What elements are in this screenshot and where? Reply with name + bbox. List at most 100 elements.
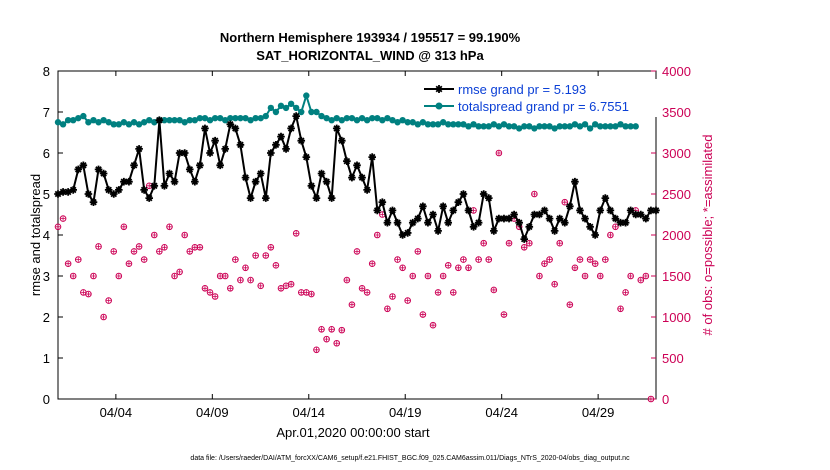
obs-point	[343, 276, 351, 284]
y-tick-label-right: 1000	[662, 310, 691, 325]
rmse-point	[358, 173, 366, 182]
rmse-point	[495, 214, 503, 223]
rmse-point	[125, 177, 133, 186]
y-tick-label-right: 3500	[662, 105, 691, 120]
rmse-point	[261, 194, 270, 202]
rmse-point	[626, 206, 635, 215]
rmse-point	[616, 218, 625, 227]
totalspread-point	[146, 117, 153, 124]
obs-point	[201, 285, 209, 292]
totalspread-point	[140, 119, 148, 126]
obs-point	[242, 264, 249, 272]
rmse-point	[185, 165, 194, 174]
y-tick-label-right: 2500	[662, 187, 691, 202]
obs-point	[551, 280, 558, 288]
totalspread-point	[348, 114, 356, 122]
totalspread-point	[551, 125, 558, 132]
obs-point	[150, 231, 158, 239]
y-tick-label-left: 4	[43, 228, 50, 243]
totalspread-point	[515, 125, 523, 132]
rmse-point	[332, 124, 341, 133]
obs-point	[586, 256, 594, 263]
rmse-point	[545, 214, 554, 223]
obs-point	[576, 256, 584, 263]
rmse-point	[59, 188, 67, 196]
rmse-point	[170, 177, 179, 186]
obs-point	[297, 289, 305, 296]
rmse-point	[520, 235, 529, 243]
totalspread-point	[59, 121, 67, 128]
rmse-point	[251, 177, 260, 186]
obs-point	[495, 149, 503, 157]
rmse-point	[84, 190, 93, 198]
rmse-point	[647, 206, 655, 215]
obs-point	[105, 297, 112, 304]
totalspread-point	[602, 123, 609, 130]
obs-point	[348, 301, 356, 309]
obs-point	[384, 305, 391, 313]
obs-point	[449, 289, 457, 296]
rmse-point	[206, 149, 214, 157]
rmse-point	[611, 214, 620, 223]
obs-point	[490, 286, 498, 294]
rmse-point	[454, 198, 463, 206]
footer-data-file: data file: /Users/raeder/DAI/ATM_forcXX/…	[190, 455, 630, 462]
rmse-point	[555, 214, 564, 223]
obs-point	[252, 252, 259, 259]
y-axis-label-right: # of obs: o=possible; *=assimilated	[700, 135, 715, 336]
totalspread-point	[181, 119, 188, 126]
totalspread-point	[581, 121, 589, 128]
totalspread-point	[232, 114, 239, 122]
obs-point	[465, 264, 472, 272]
obs-point	[434, 289, 442, 296]
rmse-point	[429, 210, 437, 219]
totalspread-point	[353, 117, 361, 124]
obs-point	[74, 256, 82, 263]
totalspread-point	[607, 123, 614, 130]
totalspread-point	[571, 121, 579, 128]
totalspread-point	[80, 112, 87, 120]
rmse-point	[201, 124, 209, 133]
obs-point	[328, 326, 335, 333]
obs-point	[287, 280, 295, 288]
rmse-point	[525, 223, 534, 231]
rmse-point	[337, 136, 346, 145]
rmse-point	[297, 136, 306, 145]
obs-point	[531, 190, 538, 198]
totalspread-point	[267, 104, 275, 112]
totalspread-point	[414, 121, 422, 128]
rmse-point	[150, 182, 159, 190]
totalspread-point	[439, 119, 447, 126]
rmse-point	[312, 194, 321, 202]
obs-point	[389, 293, 396, 300]
x-axis-label: Apr.01,2020 00:00:00 start	[276, 425, 430, 440]
rmse-point	[241, 173, 250, 182]
totalspread-point	[510, 123, 518, 130]
totalspread-point	[292, 104, 300, 112]
rmse-point	[180, 149, 189, 157]
totalspread-point	[617, 121, 624, 128]
obs-point	[505, 239, 513, 247]
rmse-point	[449, 206, 458, 215]
obs-point	[156, 248, 163, 255]
totalspread-point	[90, 117, 97, 124]
x-tick-label: 04/09	[196, 405, 229, 420]
obs-point	[419, 311, 427, 318]
totalspread-point	[75, 114, 82, 122]
obs-point	[556, 239, 564, 247]
totalspread-point	[323, 114, 330, 122]
obs-point	[455, 264, 462, 272]
totalspread-point	[480, 123, 487, 130]
x-tick-label: 04/19	[389, 405, 422, 420]
obs-point	[216, 272, 224, 280]
legend-box	[420, 79, 662, 117]
totalspread-point	[384, 114, 391, 122]
y-tick-label-right: 0	[662, 392, 669, 407]
totalspread-point	[622, 123, 629, 130]
rmse-point	[403, 229, 412, 237]
totalspread-point	[556, 123, 563, 130]
obs-point	[561, 198, 569, 206]
totalspread-point	[374, 114, 381, 122]
rmse-point	[586, 223, 594, 231]
